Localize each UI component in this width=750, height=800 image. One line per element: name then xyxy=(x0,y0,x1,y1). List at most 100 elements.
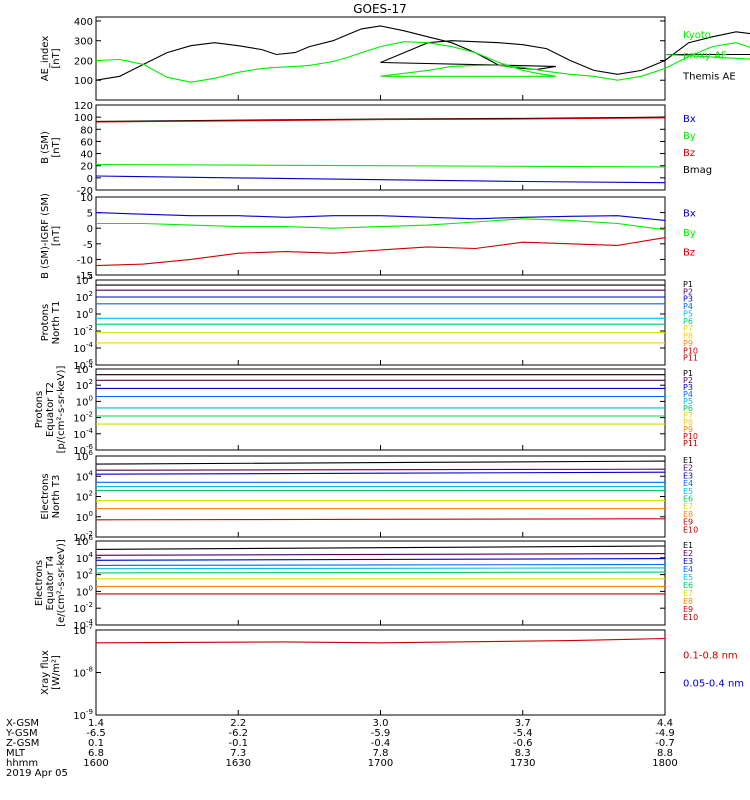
legend-entry: P3 xyxy=(683,383,693,392)
legend-entry: P7 xyxy=(683,324,693,333)
y-tick-exponent: -2 xyxy=(86,601,93,609)
series-line-bsm-1 xyxy=(95,116,666,122)
panel-ae: 100 200 300 400 AE_index[nT] Kyoto proxy AE The… xyxy=(40,16,750,101)
legend-entry: Bz xyxy=(683,148,695,159)
y-tick-exponent: 4 xyxy=(89,273,94,281)
y-tick-exponent: -2 xyxy=(86,411,93,419)
y-tick-label: 80 xyxy=(80,125,93,136)
y-tick-label: 10-4 xyxy=(73,427,93,441)
panel-frame xyxy=(95,279,666,366)
y-tick-exponent: 0 xyxy=(89,510,93,518)
series-line-ee-6 xyxy=(95,571,666,574)
plot-title: GOES-17 xyxy=(353,2,407,16)
x-tick-value: -0.6 xyxy=(513,738,533,749)
panel-frame xyxy=(95,455,666,538)
legend-entry: P1 xyxy=(683,280,693,289)
y-tick-label: 100 xyxy=(74,76,93,87)
y-tick-exponent: -7 xyxy=(86,623,93,631)
y-tick-label: -20 xyxy=(77,186,93,197)
x-tick-value: 0.1 xyxy=(88,738,104,749)
x-tick-value: 1600 xyxy=(83,758,108,769)
y-tick-exponent: 2 xyxy=(89,568,93,576)
y-tick-label: 104 xyxy=(76,362,94,376)
legend-entry: E4 xyxy=(683,565,693,574)
legend-entry: P3 xyxy=(683,295,693,304)
y-axis-label-line: Xray flux xyxy=(40,650,51,695)
legend-entry: E8 xyxy=(683,510,693,519)
y-tick-exponent: 0 xyxy=(89,307,93,315)
y-tick-label: 10-4 xyxy=(73,341,93,355)
x-row-label: Z-GSM xyxy=(6,738,39,749)
x-tick-value: -5.4 xyxy=(513,728,533,739)
x-tick-value: 2.2 xyxy=(230,718,246,729)
legend-entry: P11 xyxy=(683,354,698,363)
y-tick-exponent: 0 xyxy=(89,584,93,592)
series-line-ee-1 xyxy=(95,545,666,550)
y-tick-label: -10 xyxy=(77,255,93,266)
x-tick-value: 1800 xyxy=(652,758,677,769)
y-axis-label-line: [nT] xyxy=(51,137,62,157)
y-axis-label: ProtonsNorth T1 xyxy=(40,301,62,345)
x-row-label: 2019 Apr 05 xyxy=(6,768,68,779)
y-tick-exponent: -2 xyxy=(86,324,93,332)
series-line-ee-5 xyxy=(95,567,666,570)
y-axis-label-line: Electrons xyxy=(34,560,45,606)
y-tick-label: 0 xyxy=(87,174,93,185)
y-tick-label: 100 xyxy=(76,584,93,598)
y-axis-label: AE_index[nT] xyxy=(40,36,62,82)
y-tick-exponent: 6 xyxy=(89,449,94,457)
y-axis-label: ElectronsNorth T3 xyxy=(40,473,62,519)
legend-entry: Kyoto xyxy=(683,30,711,41)
y-tick-exponent: -2 xyxy=(86,530,93,538)
y-tick-label: 120 xyxy=(74,101,93,112)
legend-entry: P5 xyxy=(683,309,693,318)
y-axis-label-line: North T1 xyxy=(51,301,62,345)
legend-entry: Bz xyxy=(683,248,695,259)
y-axis-label-line: Protons xyxy=(40,304,51,341)
y-tick-exponent: -4 xyxy=(86,618,94,626)
x-tick-value: 4.4 xyxy=(657,718,673,729)
x-tick-value: -4.9 xyxy=(655,728,675,739)
series-line-en-9 xyxy=(95,518,666,521)
panel-frame xyxy=(95,368,666,451)
legend-entry: P2 xyxy=(683,376,693,385)
x-row-label: X-GSM xyxy=(6,718,39,729)
legend-entry: E3 xyxy=(683,557,693,566)
x-tick-value: 6.8 xyxy=(88,748,104,759)
y-tick-label: 10-7 xyxy=(73,623,93,637)
legend-entry: E2 xyxy=(683,549,693,558)
y-tick-label: 102 xyxy=(76,568,93,582)
x-tick-value: 8.8 xyxy=(657,748,673,759)
series-line-bsm-3 xyxy=(95,163,666,168)
series-line-ae-1 xyxy=(95,25,750,81)
x-tick-value: 7.3 xyxy=(230,748,246,759)
legend-entry: Bx xyxy=(683,114,696,125)
y-tick-exponent: 2 xyxy=(89,490,93,498)
x-tick-value: 1630 xyxy=(226,758,251,769)
legend-entry: E6 xyxy=(683,495,693,504)
series-line-ee-2 xyxy=(95,553,666,556)
legend-entry: P4 xyxy=(683,390,693,399)
y-tick-exponent: 4 xyxy=(89,551,94,559)
y-tick-exponent: -9 xyxy=(86,708,93,716)
series-line-en-3 xyxy=(95,471,666,475)
y-axis-label-line: [W/m²] xyxy=(51,655,62,690)
panel-frame xyxy=(95,16,666,101)
y-tick-label: 106 xyxy=(76,449,94,463)
legend-entry: E9 xyxy=(683,605,693,614)
legend-entry: E1 xyxy=(683,456,693,465)
legend-entry: E8 xyxy=(683,597,693,606)
legend-entry: E3 xyxy=(683,471,693,480)
legend-entry: E10 xyxy=(683,613,698,622)
panel-frame xyxy=(95,196,666,276)
x-tick-value: -6.2 xyxy=(228,728,248,739)
x-tick-value: -0.1 xyxy=(228,738,248,749)
y-tick-exponent: 0 xyxy=(89,394,93,402)
y-tick-exponent: -6 xyxy=(86,358,94,366)
x-tick-value: -0.7 xyxy=(655,738,675,749)
